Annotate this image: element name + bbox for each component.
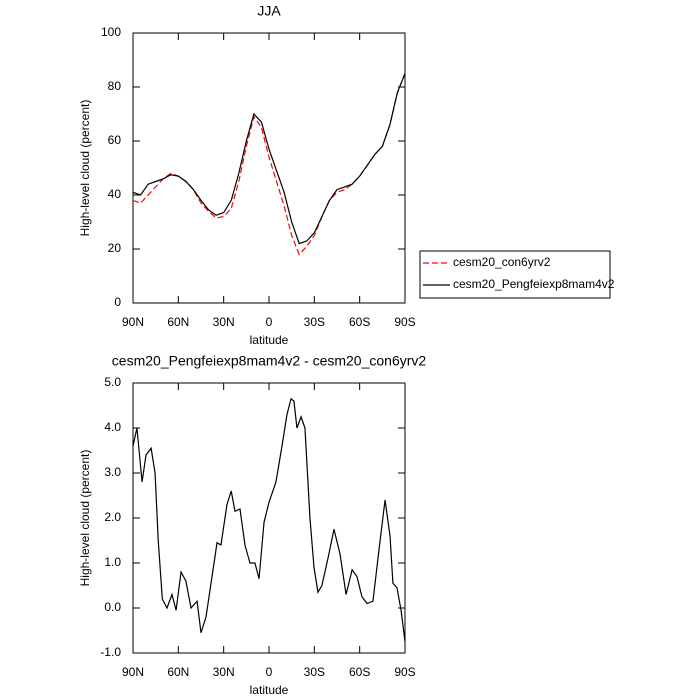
series-line [132, 397, 406, 642]
y-tick-label: 2.0 [104, 510, 121, 524]
y-tick-label: 3.0 [104, 465, 121, 479]
x-tick-label: 90N [122, 315, 144, 329]
y-tick-label: 1.0 [104, 555, 121, 569]
x-axis-label: latitude [250, 683, 289, 697]
x-tick-label: 60S [349, 315, 370, 329]
y-tick-label: -1.0 [100, 645, 121, 659]
x-tick-label: 30N [213, 665, 235, 679]
x-tick-label: 30S [304, 315, 325, 329]
x-axis-label: latitude [250, 333, 289, 347]
y-tick-label: 100 [101, 25, 121, 39]
x-tick-label: 30N [213, 315, 235, 329]
x-tick-label: 60N [167, 315, 189, 329]
series-line [132, 73, 406, 256]
y-tick-label: 60 [108, 133, 122, 147]
legend-box [419, 250, 611, 299]
x-tick-label: 90S [394, 665, 415, 679]
y-tick-label: 4.0 [104, 420, 121, 434]
y-tick-label: 80 [108, 79, 122, 93]
x-tick-label: 0 [266, 665, 273, 679]
x-tick-label: 60S [349, 665, 370, 679]
x-tick-label: 90S [394, 315, 415, 329]
y-tick-label: 5.0 [104, 375, 121, 389]
x-tick-label: 90N [122, 665, 144, 679]
y-axis-label: High-level cloud (percent) [78, 100, 92, 237]
plot-frame [132, 32, 406, 304]
x-tick-label: 0 [266, 315, 273, 329]
x-tick-label: 30S [304, 665, 325, 679]
y-axis-label: High-level cloud (percent) [78, 450, 92, 587]
y-tick-label: 20 [108, 241, 122, 255]
chart-title: cesm20_Pengfeiexp8mam4v2 - cesm20_con6yr… [112, 353, 427, 369]
y-tick-label: 0.0 [104, 600, 121, 614]
y-tick-label: 40 [108, 187, 122, 201]
chart-title: JJA [257, 3, 281, 19]
plot-frame [132, 382, 406, 654]
legend-label: cesm20_con6yrv2 [453, 255, 551, 269]
x-tick-label: 60N [167, 665, 189, 679]
legend-label: cesm20_Pengfeiexp8mam4v2 [453, 277, 615, 291]
y-tick-label: 0 [114, 295, 121, 309]
series-line [132, 73, 406, 245]
